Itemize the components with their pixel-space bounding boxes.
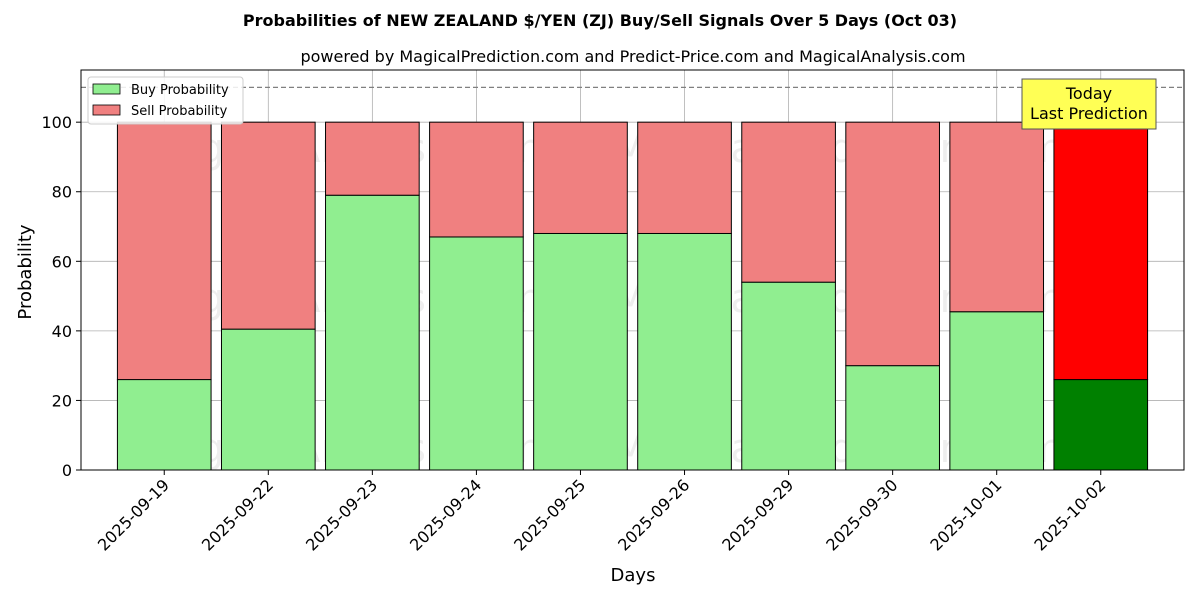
annotation-text: Today xyxy=(1065,84,1112,103)
sell-bar xyxy=(949,121,1045,313)
legend-label: Buy Probability xyxy=(131,83,229,98)
y-tick-label: 40 xyxy=(52,322,72,341)
y-tick-label: 80 xyxy=(52,183,72,202)
legend-label: Sell Probability xyxy=(131,104,228,119)
legend-box xyxy=(87,76,244,125)
sell-bar xyxy=(845,121,940,367)
y-tick-label: 60 xyxy=(52,252,72,271)
sell-bar xyxy=(325,121,420,196)
sell-bar xyxy=(116,121,212,381)
buy-bar xyxy=(429,236,524,471)
legend-swatch xyxy=(92,83,121,95)
buy-bar xyxy=(325,194,420,471)
legend-swatch xyxy=(92,104,121,116)
buy-bar xyxy=(1053,379,1149,471)
buy-bar xyxy=(845,365,940,471)
y-axis-label: Probability xyxy=(15,224,36,319)
buy-bar xyxy=(116,379,212,471)
sell-bar xyxy=(429,121,524,238)
sell-bar xyxy=(533,121,628,234)
plot-frame xyxy=(80,69,1185,471)
x-axis-label: Days xyxy=(611,565,656,586)
legend: Buy Probability Sell Probability xyxy=(87,76,244,125)
annotation-box xyxy=(1021,78,1157,130)
y-tick-label: 0 xyxy=(62,461,72,480)
buy-bar xyxy=(220,328,316,471)
sell-bar xyxy=(1053,121,1149,381)
buy-bar xyxy=(949,311,1045,471)
chart-subtitle: powered by MagicalPrediction.com and Pre… xyxy=(300,47,965,66)
sell-bar xyxy=(637,121,732,234)
sell-bar xyxy=(220,121,316,330)
annotation-text: Last Prediction xyxy=(1030,104,1148,123)
y-tick-label: 20 xyxy=(52,391,72,410)
chart-title: Probabilities of NEW ZEALAND $/YEN (ZJ) … xyxy=(243,11,957,30)
y-tick-label: 100 xyxy=(41,113,72,132)
sell-bar xyxy=(741,121,836,283)
buy-bar xyxy=(637,232,732,471)
buy-bar xyxy=(741,281,836,471)
buy-bar xyxy=(533,232,628,471)
